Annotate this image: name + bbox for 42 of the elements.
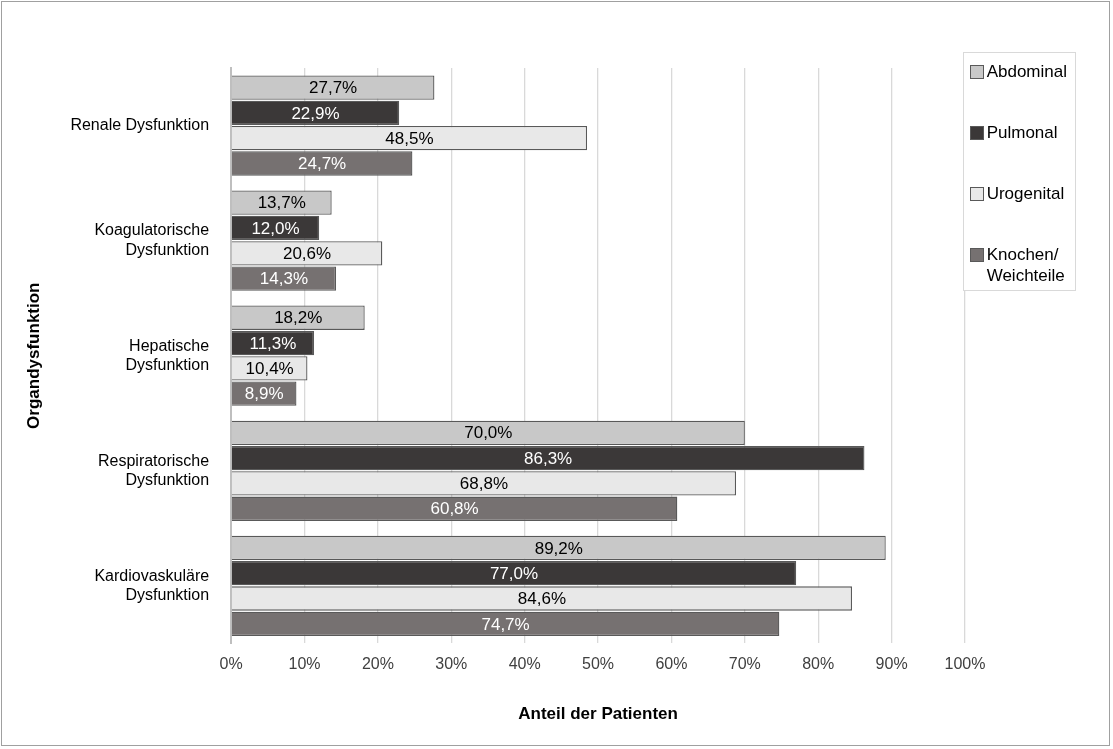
y-tick-label: Koagulatorische Dysfunktion xyxy=(94,221,210,258)
x-tick-label: 80% xyxy=(802,655,835,673)
y-tick-label: Kardiovaskuläre Dysfunktion xyxy=(94,566,210,603)
x-tick-label: 50% xyxy=(582,655,615,673)
x-tick-label: 70% xyxy=(728,655,761,673)
data-label: 12,0% xyxy=(251,218,300,238)
data-label: 77,0% xyxy=(489,563,539,583)
data-label: 24,7% xyxy=(298,154,347,174)
data-label: 60,8% xyxy=(430,499,479,519)
y-tick-label: Renale Dysfunktion xyxy=(70,115,210,133)
x-tick-label: 30% xyxy=(435,655,468,673)
data-label: 89,2% xyxy=(534,538,583,558)
data-label: 20,6% xyxy=(282,243,332,263)
x-tick-label: 40% xyxy=(508,655,541,673)
data-label: 86,3% xyxy=(524,448,573,468)
data-label: 27,7% xyxy=(309,78,358,98)
data-label: 84,6% xyxy=(517,589,566,609)
data-label: 11,3% xyxy=(249,333,297,353)
x-tick-label: 20% xyxy=(361,655,394,673)
y-tick-label: Hepatische Dysfunktion xyxy=(125,336,210,373)
data-label: 13,7% xyxy=(257,193,306,213)
y-axis-title: Organdysfunktion xyxy=(23,282,43,429)
legend-label: Urogenital xyxy=(986,183,1065,204)
data-label: 8,9% xyxy=(244,384,284,404)
data-label: 70,0% xyxy=(464,423,513,443)
x-axis-title: Anteil der Patienten xyxy=(518,704,678,724)
data-label: 22,9% xyxy=(291,103,340,123)
x-tick-label: 90% xyxy=(875,655,908,673)
data-label: 14,3% xyxy=(259,269,309,289)
legend-label: Knochen/ Weichteile xyxy=(986,244,1065,286)
x-tick-label: 60% xyxy=(655,655,688,673)
x-tick-label: 10% xyxy=(288,655,321,673)
data-label: 48,5% xyxy=(385,128,434,148)
legend-label: Pulmonal xyxy=(986,122,1058,143)
x-tick-label: 0% xyxy=(219,655,243,673)
data-label: 10,4% xyxy=(245,359,294,379)
y-tick-label: Respiratorische Dysfunktion xyxy=(97,451,210,488)
legend-label: Abdominal xyxy=(986,61,1067,82)
x-tick-label: 100% xyxy=(944,655,986,673)
data-label: 68,8% xyxy=(459,474,509,494)
data-label: 74,7% xyxy=(481,614,530,634)
data-label: 18,2% xyxy=(274,308,323,328)
